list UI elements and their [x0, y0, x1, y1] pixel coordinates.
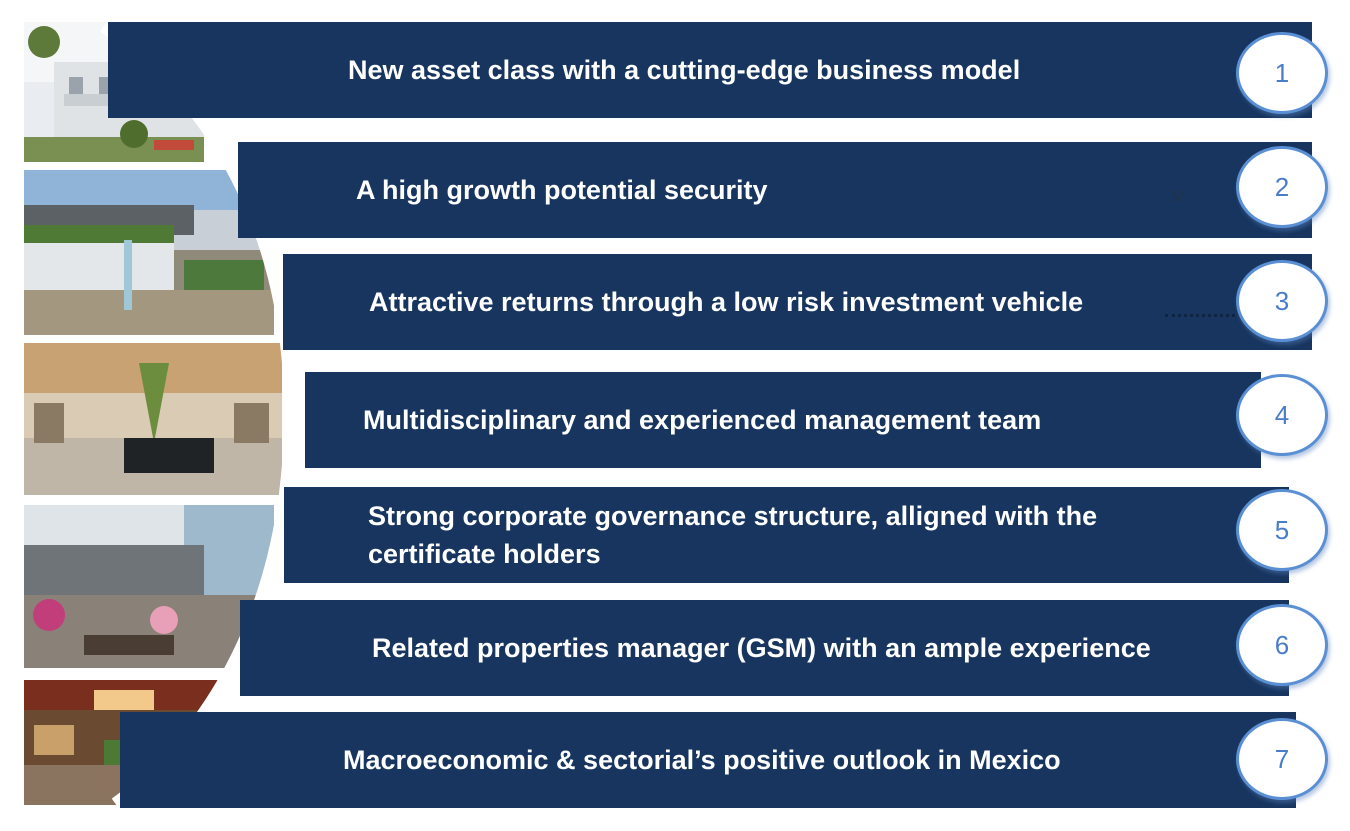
highlight-bar-2: A high growth potential security — [238, 142, 1312, 238]
highlight-text-3: Attractive returns through a low risk in… — [369, 287, 1084, 317]
highlight-bar-1: New asset class with a cutting-edge busi… — [108, 22, 1312, 118]
number-badge-1: 1 — [1236, 32, 1328, 114]
mall-photo-4 — [24, 505, 274, 668]
highlight-text-7: Macroeconomic & sectorial’s positive out… — [343, 745, 1061, 775]
highlight-bar-5: Strong corporate governance structure, a… — [284, 487, 1289, 583]
number-label-3: 3 — [1274, 285, 1290, 316]
number-badge-3: 3 — [1236, 260, 1328, 342]
highlight-bar-6: Related properties manager (GSM) with an… — [240, 600, 1289, 696]
number-label-4: 4 — [1274, 399, 1290, 430]
number-label-5: 5 — [1274, 514, 1290, 545]
number-badge-2: 2 — [1236, 146, 1328, 228]
number-badge-4: 4 — [1236, 374, 1328, 456]
highlight-text-4: Multidisciplinary and experienced manage… — [363, 405, 1042, 435]
number-badge-5: 5 — [1236, 489, 1328, 571]
stray-mark: v — [1172, 182, 1185, 207]
number-label-7: 7 — [1274, 743, 1290, 774]
highlight-bar-7: Macroeconomic & sectorial’s positive out… — [120, 712, 1296, 808]
highlight-bar-4: Multidisciplinary and experienced manage… — [305, 372, 1261, 468]
highlight-text-5: Strong corporate governance structure, a… — [368, 501, 1098, 569]
mall-photo-2 — [24, 170, 274, 335]
highlight-bar-3: Attractive returns through a low risk in… — [283, 254, 1312, 350]
number-label-2: 2 — [1274, 171, 1290, 202]
number-badge-6: 6 — [1236, 604, 1328, 686]
number-label-1: 1 — [1274, 57, 1290, 88]
highlight-text-6: Related properties manager (GSM) with an… — [372, 633, 1151, 663]
number-badge-7: 7 — [1236, 718, 1328, 800]
mall-photo-3 — [24, 343, 282, 495]
dotted-leader — [1165, 314, 1235, 317]
highlight-text-1: New asset class with a cutting-edge busi… — [348, 55, 1021, 85]
highlight-text-2: A high growth potential security — [356, 175, 768, 205]
number-label-6: 6 — [1274, 629, 1290, 660]
